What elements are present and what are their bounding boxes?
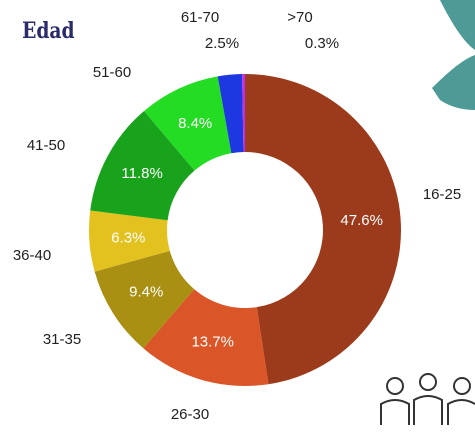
value-label: 6.3% xyxy=(111,229,145,246)
value-label: 8.4% xyxy=(178,115,212,132)
value-label: 11.8% xyxy=(121,165,162,182)
value-label: 9.4% xyxy=(129,284,163,301)
category-label: 26-30 xyxy=(171,406,209,423)
chart: Edad 16-25 47.6% 26-30 13.7% 31-35 9.4% 36-40 6… xyxy=(0,0,475,433)
chart-title: Edad xyxy=(22,17,75,43)
value-label: 2.5% xyxy=(205,35,239,52)
people-icon xyxy=(381,374,475,425)
decoration xyxy=(440,0,475,50)
category-label: 41-50 xyxy=(27,137,65,154)
category-label: 61-70 xyxy=(181,9,219,26)
category-label: >70 xyxy=(287,9,312,26)
decoration xyxy=(432,55,475,110)
category-label: 36-40 xyxy=(13,247,51,264)
value-label: 47.6% xyxy=(340,212,383,229)
category-label: 31-35 xyxy=(43,331,81,348)
category-label: 51-60 xyxy=(93,64,131,81)
category-label: 16-25 xyxy=(423,186,461,203)
value-label: 13.7% xyxy=(191,333,234,350)
value-label: 0.3% xyxy=(305,35,339,52)
